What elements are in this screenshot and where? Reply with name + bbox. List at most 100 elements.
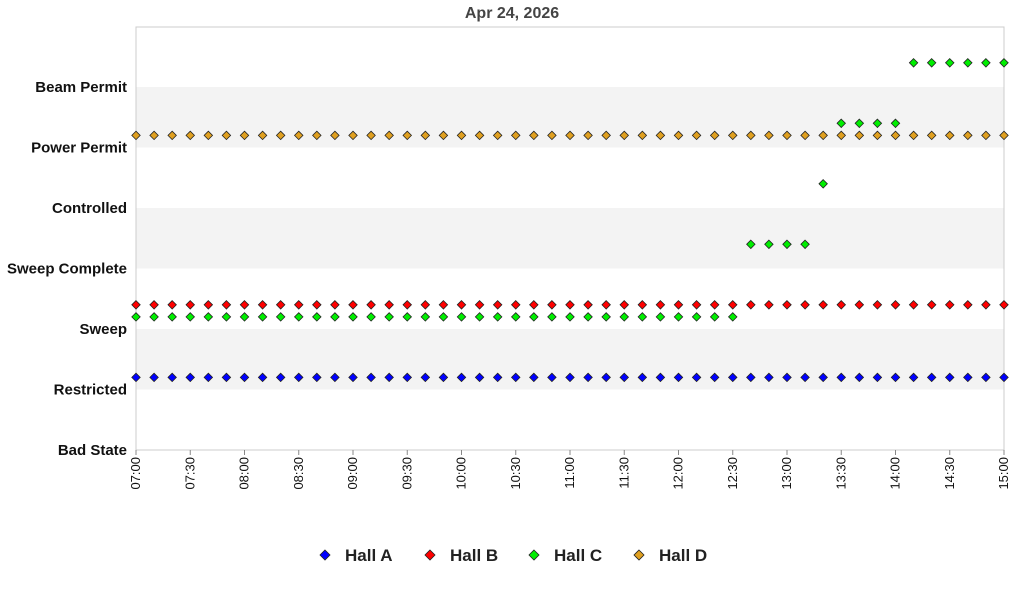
point-hall-a	[890, 372, 901, 383]
point-hall-c	[293, 312, 304, 322]
x-tick-label: 15:00	[996, 457, 1011, 490]
point-hall-a	[727, 372, 738, 383]
point-hall-d	[890, 130, 901, 141]
point-hall-b	[872, 300, 883, 310]
point-hall-c	[131, 312, 141, 322]
y-label-3: Sweep Complete	[7, 261, 127, 278]
y-label-0: Bad State	[58, 442, 127, 459]
point-hall-c	[510, 312, 521, 322]
x-tick-label: 08:30	[291, 457, 306, 490]
point-hall-b	[836, 300, 847, 310]
point-hall-d	[727, 130, 738, 141]
legend-label-0: Hall A	[345, 546, 393, 565]
point-hall-c	[655, 312, 666, 322]
point-hall-a	[872, 372, 883, 383]
point-hall-a	[203, 372, 214, 383]
point-hall-c	[691, 312, 702, 322]
point-hall-d	[601, 130, 611, 141]
point-hall-c	[619, 312, 630, 322]
point-hall-a	[221, 372, 232, 383]
point-hall-c	[420, 312, 431, 322]
point-hall-a	[149, 372, 159, 383]
point-hall-c	[492, 312, 503, 322]
point-hall-a	[547, 372, 557, 383]
point-hall-a	[764, 372, 774, 383]
legend-label-3: Hall D	[659, 546, 707, 565]
point-hall-c	[221, 312, 232, 322]
point-hall-a	[239, 372, 250, 383]
point-hall-d	[782, 130, 792, 141]
point-hall-d	[583, 130, 593, 141]
point-hall-d	[637, 130, 648, 141]
point-hall-a	[637, 372, 648, 383]
point-hall-d	[908, 130, 919, 141]
point-hall-a	[366, 372, 376, 383]
point-hall-a	[257, 372, 268, 383]
x-tick-label: 07:00	[128, 457, 143, 490]
x-tick-label: 12:30	[725, 457, 740, 490]
band-4	[136, 147, 1004, 208]
point-hall-c	[239, 312, 250, 322]
point-hall-d	[709, 130, 720, 141]
point-hall-d	[981, 130, 991, 141]
legend-marker-2	[528, 549, 540, 561]
point-hall-d	[691, 130, 702, 141]
point-hall-c	[818, 179, 828, 189]
point-hall-d	[149, 130, 159, 141]
x-tick-label: 09:00	[345, 457, 360, 490]
point-hall-b	[890, 300, 901, 310]
point-hall-b	[637, 300, 648, 310]
point-hall-b	[492, 300, 503, 310]
point-hall-c	[999, 58, 1009, 68]
point-hall-a	[836, 372, 847, 383]
y-label-2: Sweep	[79, 321, 127, 338]
legend-label-1: Hall B	[450, 546, 498, 565]
point-hall-d	[492, 130, 503, 141]
point-hall-c	[366, 312, 376, 322]
point-hall-b	[547, 300, 557, 310]
point-hall-c	[275, 312, 286, 322]
point-hall-d	[384, 130, 394, 141]
point-hall-d	[529, 130, 539, 141]
point-hall-c	[438, 312, 449, 322]
x-axis-ticks: 07:00 07:30 08:00 08:30 09:00 09:30 10:00 10:30…	[128, 450, 1011, 490]
point-hall-b	[131, 300, 141, 310]
point-hall-d	[293, 130, 304, 141]
point-hall-c	[529, 312, 539, 322]
point-hall-d	[655, 130, 666, 141]
point-hall-c	[456, 312, 467, 322]
point-hall-b	[330, 300, 340, 310]
point-hall-b	[673, 300, 684, 310]
point-hall-c	[348, 312, 358, 322]
y-axis-labels: Bad State Restricted Sweep Sweep Complete Co…	[7, 79, 127, 459]
point-hall-a	[348, 372, 358, 383]
point-hall-d	[926, 130, 937, 141]
x-tick-label: 09:30	[399, 457, 414, 490]
point-hall-d	[764, 130, 774, 141]
point-hall-b	[510, 300, 521, 310]
point-hall-c	[764, 239, 774, 250]
point-hall-b	[619, 300, 630, 310]
point-hall-b	[438, 300, 449, 310]
point-hall-d	[474, 130, 485, 141]
point-hall-d	[185, 130, 196, 141]
point-hall-c	[709, 312, 720, 322]
chart-title: Apr 24, 2026	[465, 5, 559, 22]
point-hall-c	[926, 58, 937, 68]
point-hall-a	[691, 372, 702, 383]
y-label-6: Beam Permit	[35, 79, 127, 96]
point-hall-c	[890, 118, 901, 129]
point-hall-b	[963, 300, 973, 310]
point-hall-a	[402, 372, 413, 383]
point-hall-b	[999, 300, 1009, 310]
point-hall-d	[438, 130, 449, 141]
point-hall-c	[547, 312, 557, 322]
point-hall-a	[275, 372, 286, 383]
point-hall-d	[239, 130, 250, 141]
point-hall-c	[402, 312, 413, 322]
point-hall-a	[510, 372, 521, 383]
point-hall-d	[402, 130, 413, 141]
point-hall-c	[782, 239, 792, 250]
point-hall-b	[565, 300, 575, 310]
point-hall-b	[221, 300, 232, 310]
